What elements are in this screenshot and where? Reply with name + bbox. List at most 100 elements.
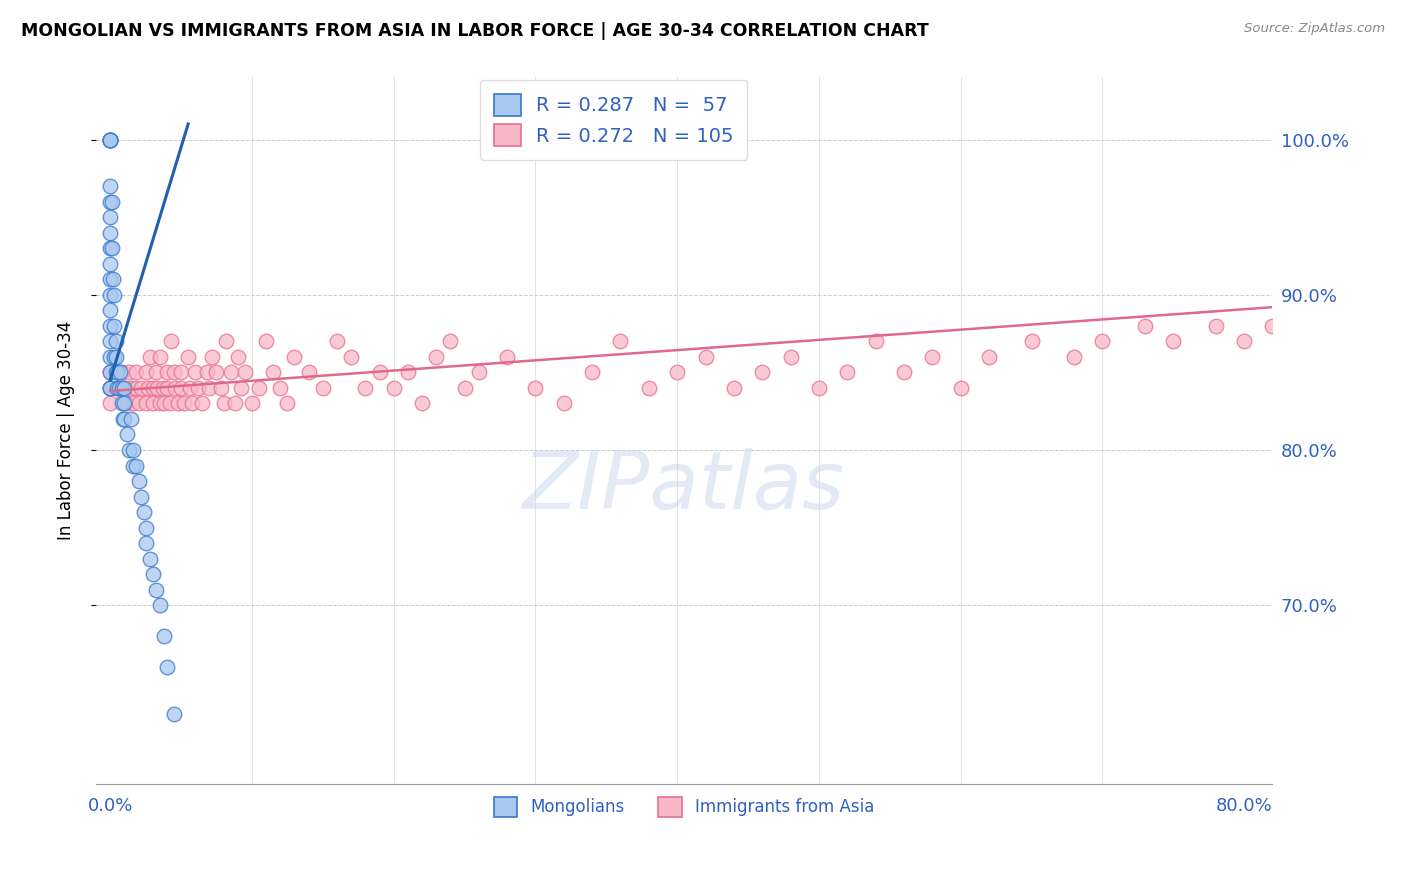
Point (110, 381, 132, 395)
Point (112, 381, 135, 395)
Point (138, 381, 160, 395)
Point (153, 396, 176, 410)
Point (921, 350, 943, 364)
Point (160, 334, 183, 349)
Point (121, 396, 143, 410)
Text: MONGOLIAN VS IMMIGRANTS FROM ASIA IN LABOR FORCE | AGE 30-34 CORRELATION CHART: MONGOLIAN VS IMMIGRANTS FROM ASIA IN LAB… (21, 22, 929, 40)
Point (117, 442, 139, 457)
Point (229, 381, 252, 395)
Point (103, 350, 125, 364)
Point (159, 396, 181, 410)
Point (1361, 318, 1384, 333)
Point (98, 132, 121, 146)
Point (637, 381, 659, 395)
Point (98, 303, 121, 318)
Point (101, 272, 124, 286)
Point (128, 474, 150, 488)
Point (1133, 318, 1156, 333)
Point (128, 396, 150, 410)
Point (98, 381, 121, 395)
Point (666, 365, 689, 379)
Point (98, 334, 121, 349)
Y-axis label: In Labor Force | Age 30-34: In Labor Force | Age 30-34 (58, 321, 75, 541)
Point (125, 381, 148, 395)
Point (142, 396, 165, 410)
Point (496, 350, 519, 364)
Point (215, 334, 238, 349)
Point (98, 226, 121, 240)
Point (98, 381, 121, 395)
Point (100, 194, 122, 209)
Point (98, 272, 121, 286)
Point (1021, 334, 1043, 349)
Point (117, 365, 139, 379)
Point (98, 350, 121, 364)
Point (262, 365, 284, 379)
Point (152, 381, 174, 395)
Point (1091, 334, 1114, 349)
Point (145, 582, 167, 597)
Point (1331, 303, 1354, 318)
Point (111, 412, 134, 426)
Point (977, 350, 1000, 364)
Point (1063, 350, 1085, 364)
Point (205, 365, 228, 379)
Point (326, 334, 349, 349)
Point (139, 350, 162, 364)
Point (135, 396, 157, 410)
Point (837, 365, 859, 379)
Point (110, 365, 132, 379)
Point (581, 365, 603, 379)
Point (382, 381, 405, 395)
Point (115, 427, 138, 442)
Point (134, 505, 156, 519)
Point (98, 132, 121, 146)
Point (198, 381, 221, 395)
Point (98, 210, 121, 224)
Point (108, 365, 131, 379)
Point (212, 396, 235, 410)
Point (695, 350, 717, 364)
Point (156, 660, 179, 674)
Point (135, 520, 157, 534)
Point (524, 381, 547, 395)
Point (98, 365, 121, 379)
Point (135, 536, 157, 550)
Point (125, 458, 148, 473)
Point (201, 350, 224, 364)
Point (156, 365, 179, 379)
Point (142, 381, 165, 395)
Point (219, 365, 242, 379)
Point (120, 412, 142, 426)
Point (195, 365, 218, 379)
Point (1205, 318, 1227, 333)
Point (1161, 334, 1184, 349)
Point (181, 396, 204, 410)
Point (110, 396, 132, 410)
Point (240, 396, 263, 410)
Text: ZIPatlas: ZIPatlas (523, 448, 845, 526)
Point (98, 194, 121, 209)
Point (104, 365, 127, 379)
Point (104, 350, 127, 364)
Point (112, 412, 135, 426)
Point (112, 381, 135, 395)
Point (142, 567, 165, 582)
Point (153, 629, 176, 643)
Point (163, 365, 186, 379)
Point (411, 396, 433, 410)
Point (107, 381, 129, 395)
Point (146, 381, 169, 395)
Point (1317, 334, 1340, 349)
Point (949, 381, 972, 395)
Point (98, 132, 121, 146)
Point (145, 365, 167, 379)
Point (184, 365, 207, 379)
Point (179, 381, 201, 395)
Point (1289, 334, 1312, 349)
Point (100, 241, 122, 255)
Point (167, 396, 190, 410)
Point (177, 350, 200, 364)
Point (1261, 318, 1284, 333)
Point (156, 381, 179, 395)
